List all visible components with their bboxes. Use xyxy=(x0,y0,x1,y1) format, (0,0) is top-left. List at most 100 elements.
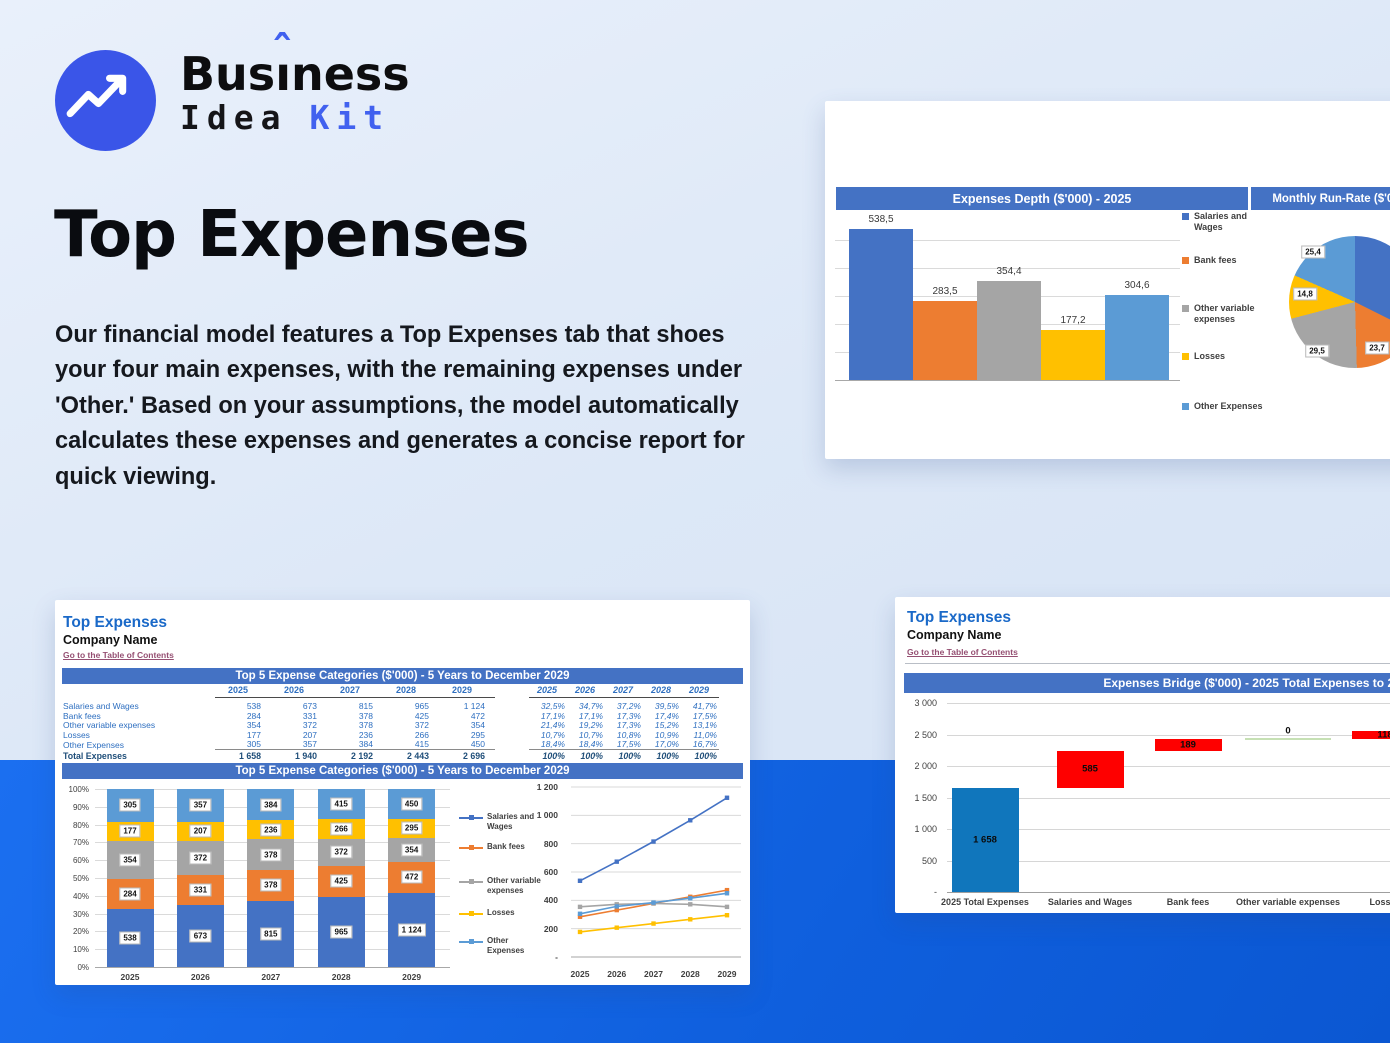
segment-value-label: 236 xyxy=(260,823,282,837)
segment-value-label: 815 xyxy=(260,927,282,941)
pie-label: 25,4 xyxy=(1301,245,1325,259)
top5-table-title-bar: Top 5 Expense Categories ($'000) - 5 Yea… xyxy=(62,668,743,684)
segment-value-label: 354 xyxy=(119,853,141,867)
line-chart-svg xyxy=(571,786,741,958)
segment-value-label: 425 xyxy=(330,874,352,888)
top5-categories-panel: Top Expenses Company Name Go to the Tabl… xyxy=(55,600,750,985)
segment-value-label: 354 xyxy=(400,843,423,857)
table-of-contents-link[interactable]: Go to the Table of Contents xyxy=(63,650,174,660)
percent-cell: 10,8% xyxy=(616,729,641,740)
bar-value-label: 538,5 xyxy=(868,214,894,226)
y-tick-label: 1 500 xyxy=(914,792,937,803)
legend-line-icon xyxy=(459,877,483,886)
percent-cell: 11,0% xyxy=(693,729,717,740)
value-cell: 354 xyxy=(470,720,485,731)
value-cell: 331 xyxy=(302,710,317,721)
table-header-row: 2025 2026 2027 2028 2029 2025 2026 2027 2028 2029 xyxy=(63,685,745,699)
top5-chart-legend: Salaries and Wages Bank fees Other variabl… xyxy=(459,812,549,955)
y-tick-label: 2 500 xyxy=(914,729,937,740)
legend-label: Salaries and Wages xyxy=(487,812,535,831)
legend-item: Bank fees xyxy=(1182,255,1268,266)
sheet-heading: Top Expenses xyxy=(907,609,1011,626)
segment-value-label: 538 xyxy=(119,931,141,945)
legend-label: Bank fees xyxy=(487,842,525,851)
logo-wordmark: Busı ˆ ness Idea Kit xyxy=(180,28,410,151)
percent-cell: 100% xyxy=(542,751,566,762)
bar-value-label: 304,6 xyxy=(1124,279,1150,291)
legend-swatch-icon xyxy=(1182,257,1189,264)
percent-cell: 2026 xyxy=(567,685,605,699)
value-cell: 177 xyxy=(246,729,261,740)
top5-expense-table: 2025 2026 2027 2028 2029 2025 2026 2027 2028 2029… xyxy=(63,685,745,762)
segment-value-label: 177 xyxy=(119,824,141,838)
hero-paragraph: Our financial model features a Top Expen… xyxy=(55,322,745,490)
y-tick-label: 90% xyxy=(72,802,89,812)
x-tick-label: 2029 xyxy=(717,969,737,979)
table-of-contents-link[interactable]: Go to the Table of Contents xyxy=(907,647,1018,657)
divider xyxy=(905,663,1390,664)
segment-value-label: 357 xyxy=(189,798,212,812)
value-cell: 207 xyxy=(302,729,317,740)
segment-value-label: 372 xyxy=(189,851,212,865)
y-tick-label: 1 000 xyxy=(914,824,937,834)
bar-Salaries and Wages xyxy=(849,229,913,380)
value-cell: 2028 xyxy=(383,685,439,699)
y-tick-label: 1 000 xyxy=(536,810,558,821)
percent-cell: 19,2% xyxy=(578,720,603,731)
value-cell: 357 xyxy=(271,739,327,751)
legend-label: Losses xyxy=(487,908,515,917)
runrate-chart-title: Monthly Run-Rate ($'000) - 2025 xyxy=(1272,192,1390,205)
trend-arrow-icon xyxy=(66,74,127,118)
row-label: Bank fees xyxy=(63,710,101,721)
waterfall-bar-Other variable expenses xyxy=(1245,737,1331,741)
x-tick-label: 2025 xyxy=(570,969,590,979)
legend-line-icon xyxy=(459,813,483,822)
x-tick-label: Other variable expenses xyxy=(1235,897,1341,907)
axis-baseline xyxy=(835,380,1180,381)
percent-cell: 21,4% xyxy=(540,720,565,731)
legend-line-icon xyxy=(459,937,483,946)
row-label: Salaries and Wages xyxy=(63,701,139,712)
segment-value-label: 207 xyxy=(189,824,212,838)
bar-value-label: 189 xyxy=(1180,739,1196,751)
gridline xyxy=(835,268,1180,269)
percent-cell: 17,5% xyxy=(605,739,643,751)
table-row: Losses 177 207 236 266 295 10,7% 10,7% 10,8% 10,9… xyxy=(63,729,745,740)
value-cell: 415 xyxy=(383,739,439,751)
percent-cell: 41,7% xyxy=(692,701,717,712)
table-row: Other Expenses 305 357 384 415 450 18,4% 18,4% 1… xyxy=(63,739,745,751)
bridge-chart-title-bar: Expenses Bridge ($'000) - 2025 Total Exp… xyxy=(904,673,1390,693)
brand-subtitle: Idea Kit xyxy=(180,99,410,137)
legend-item: Other variable expenses xyxy=(459,876,547,896)
value-cell: 2025 xyxy=(215,685,271,699)
value-cell: 266 xyxy=(414,729,429,740)
legend-swatch-icon xyxy=(1182,403,1189,410)
bar-value-label: 283,5 xyxy=(932,285,958,297)
top5-chart-title-bar: Top 5 Expense Categories ($'000) - 5 Yea… xyxy=(62,763,743,779)
brand-name: Busı ˆ ness xyxy=(180,28,410,98)
bar-Other variable expenses xyxy=(977,280,1041,380)
percent-cell: 10,7% xyxy=(540,729,565,740)
value-cell: 378 xyxy=(358,720,373,731)
segment-value-label: 305 xyxy=(119,798,141,812)
brand-kit: Kit xyxy=(309,98,391,137)
legend-swatch-icon xyxy=(1182,305,1189,312)
row-label: Losses xyxy=(63,729,90,740)
legend-marker xyxy=(469,845,474,850)
value-cell: 384 xyxy=(327,739,383,751)
y-tick-label: 50% xyxy=(72,874,89,883)
legend-label: Other variable expenses xyxy=(487,876,541,895)
gridline xyxy=(95,967,450,968)
percent-cell: 100% xyxy=(694,751,718,762)
bar-Losses xyxy=(1041,330,1105,380)
x-tick-label: 2026 xyxy=(607,969,627,979)
legend-swatch-icon xyxy=(1182,213,1189,220)
value-cell: 236 xyxy=(358,729,373,740)
pie-label: 23,7 xyxy=(1365,341,1389,355)
y-tick-label: 100% xyxy=(68,785,89,794)
company-name: Company Name xyxy=(907,628,1002,642)
x-tick-label: Bank fees xyxy=(1166,897,1210,907)
segment-value-label: 384 xyxy=(260,798,282,812)
